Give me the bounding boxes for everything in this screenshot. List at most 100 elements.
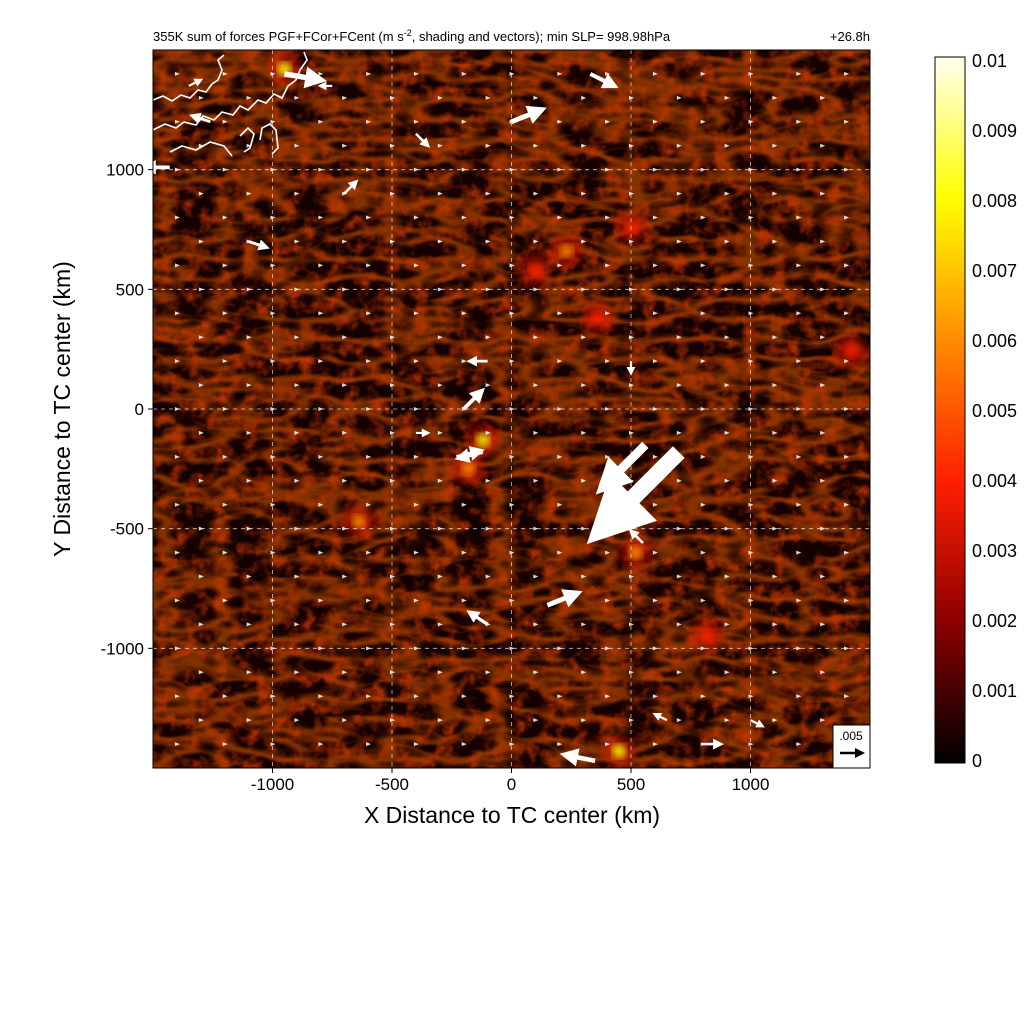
vector-small — [700, 502, 706, 507]
vector-small — [509, 694, 515, 699]
vector-small — [413, 359, 419, 364]
vector-small — [509, 454, 515, 459]
vector-small — [174, 407, 180, 411]
vector-small — [676, 478, 682, 483]
vector-small — [342, 95, 348, 100]
colorbar-tick-label-1: 0.001 — [972, 681, 1017, 701]
vector-small — [246, 335, 252, 340]
vector-small — [772, 143, 778, 148]
vector-small — [461, 71, 467, 76]
vector-small — [581, 143, 587, 148]
vector-small — [557, 550, 563, 555]
vector-small — [605, 598, 611, 603]
vector-small — [318, 359, 324, 364]
vector-small — [796, 742, 802, 747]
vector-small — [844, 311, 850, 316]
vector-small — [748, 550, 754, 555]
vector-small — [796, 646, 802, 651]
vector-small — [652, 742, 658, 747]
vector-small — [270, 550, 276, 555]
vector-small — [796, 550, 802, 555]
vector-small — [461, 646, 467, 651]
vector-small — [270, 694, 276, 699]
vector-small — [533, 718, 539, 723]
vector-small — [366, 502, 372, 507]
vector-small — [437, 191, 443, 196]
vector-small — [270, 454, 276, 459]
vector-small — [581, 718, 587, 723]
vector-small — [318, 167, 324, 172]
vector-small — [581, 335, 587, 340]
vector-small — [724, 335, 730, 340]
x-tick-label-0: -1000 — [251, 775, 294, 794]
vector-small — [294, 143, 300, 148]
title-superscript: -2 — [404, 28, 412, 38]
vector-small — [318, 646, 324, 651]
vector-small — [461, 502, 467, 507]
vector-small — [390, 622, 395, 627]
vector-small — [461, 550, 467, 555]
hotspot-8 — [581, 302, 614, 335]
vector-small — [461, 167, 467, 172]
vector-11 — [546, 589, 583, 608]
vector-small — [844, 407, 850, 411]
vector-small — [652, 71, 658, 76]
vector-small — [772, 430, 778, 435]
vector-small — [366, 454, 372, 459]
vector-small — [509, 359, 515, 364]
vector-5 — [462, 387, 485, 411]
vector-small — [533, 95, 539, 100]
vector-small — [222, 215, 228, 220]
vector-small — [629, 191, 634, 196]
vector-small — [605, 359, 611, 364]
vector-small — [366, 359, 372, 364]
vector-small — [174, 71, 180, 76]
vector-small — [342, 430, 348, 435]
vector-small — [844, 263, 850, 268]
vector-small — [533, 430, 539, 435]
vector-small — [652, 454, 658, 459]
vector-small — [413, 263, 419, 268]
vector-small — [748, 167, 754, 172]
vector-small — [605, 263, 611, 268]
vector-small — [676, 574, 682, 579]
vector-small — [844, 359, 850, 364]
vector-small — [581, 383, 587, 388]
vector-small — [796, 119, 802, 124]
vector-small — [605, 646, 611, 651]
vector-small — [820, 622, 826, 627]
vector-small — [270, 119, 276, 124]
vector-small — [174, 215, 180, 220]
vector-small — [748, 694, 754, 699]
x-tick-label-1: -500 — [375, 775, 409, 794]
vector-layer — [153, 66, 850, 767]
vector-small — [390, 478, 395, 483]
vector-small — [342, 287, 348, 292]
vector-small — [174, 167, 180, 172]
vector-small — [174, 502, 180, 507]
vector-small — [700, 646, 706, 651]
vector-small — [294, 478, 300, 483]
vector-small — [557, 407, 563, 411]
vector-small — [198, 335, 204, 340]
vector-small — [581, 670, 587, 675]
vector-small — [270, 502, 276, 507]
hotspot-10 — [342, 505, 375, 538]
vector-small — [222, 454, 228, 459]
vector-small — [581, 239, 587, 244]
vector-small — [270, 742, 276, 747]
vector-small — [796, 454, 802, 459]
vector-small — [796, 167, 802, 172]
vector-small — [748, 263, 754, 268]
vector-small — [294, 239, 300, 244]
vector-small — [413, 694, 419, 699]
vector-small — [652, 263, 658, 268]
vector-small — [557, 502, 563, 507]
vector-small — [222, 694, 228, 699]
vector-small — [198, 526, 204, 531]
vector-small — [222, 167, 228, 172]
vector-small — [390, 670, 395, 675]
vector-small — [246, 287, 252, 292]
heatmap-field — [153, 50, 870, 768]
vector-small — [198, 622, 204, 627]
